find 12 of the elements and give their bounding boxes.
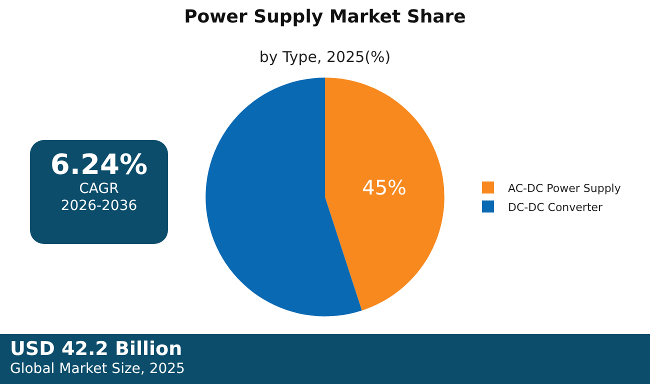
text: 6.24% (49, 148, 149, 181)
data-label: 45% (362, 176, 407, 200)
text: 2026-2036 (60, 198, 138, 215)
pie-slice (206, 78, 362, 316)
chart-subtitle: by Type, 2025(%) (259, 48, 391, 66)
pie-slice (325, 78, 444, 311)
text: Global Market Size, 2025 (10, 361, 185, 377)
legend-label: DC-DC Converter (508, 200, 604, 214)
legend-label: AC-DC Power Supply (508, 182, 622, 195)
text: CAGR (78, 181, 120, 198)
text: USD 42.2 Billion (10, 338, 182, 360)
chart-title: Power Supply Market Share (184, 6, 466, 28)
